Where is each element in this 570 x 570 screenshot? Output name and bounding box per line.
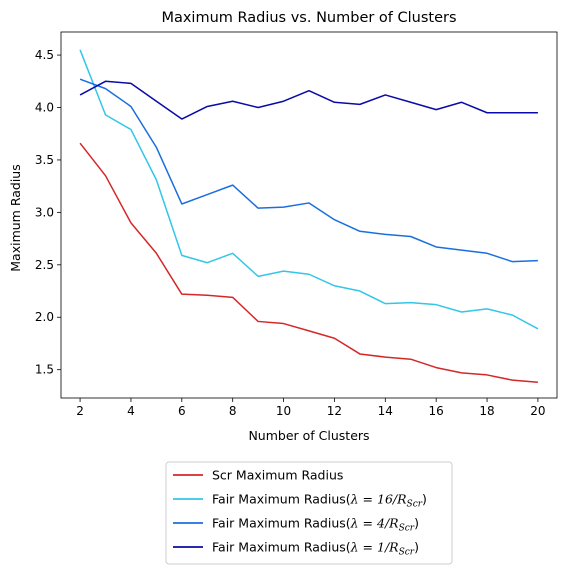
series-line-2 <box>79 49 539 330</box>
y-tick-label: 4.0 <box>35 101 54 115</box>
y-tick-label: 3.0 <box>35 205 54 219</box>
legend-label: Fair Maximum Radius(λ = 16/RScr) <box>212 492 427 510</box>
legend-item: Scr Maximum Radius <box>173 468 343 483</box>
y-tick-label: 2.5 <box>35 258 54 272</box>
x-tick-label: 8 <box>229 404 237 418</box>
series-line-3 <box>79 78 538 263</box>
x-tick-label: 4 <box>127 404 135 418</box>
x-tick-label: 20 <box>530 404 545 418</box>
x-tick-label: 14 <box>378 404 393 418</box>
y-tick-label: 1.5 <box>35 363 54 377</box>
x-tick-label: 2 <box>76 404 84 418</box>
legend-label: Scr Maximum Radius <box>212 468 343 483</box>
legend-label: Fair Maximum Radius(λ = 1/RScr) <box>212 540 419 558</box>
plot-lines <box>79 49 539 384</box>
x-axis-label: Number of Clusters <box>248 428 369 443</box>
legend-box <box>165 461 453 565</box>
y-axis-label: Maximum Radius <box>8 164 23 271</box>
y-tick-label: 3.5 <box>35 153 54 167</box>
chart-title: Maximum Radius vs. Number of Clusters <box>161 10 456 26</box>
y-axis: 1.5 2.0 2.5 3.0 3.5 4.0 4.5 <box>35 48 61 377</box>
legend: Scr Maximum Radius Fair Maximum Radius(λ … <box>165 461 453 565</box>
x-axis: 2 4 6 8 10 12 14 16 18 20 <box>76 398 546 418</box>
series-line-4 <box>79 80 538 120</box>
legend-item: Fair Maximum Radius(λ = 4/RScr) <box>173 516 419 534</box>
x-tick-label: 6 <box>178 404 186 418</box>
legend-label: Fair Maximum Radius(λ = 4/RScr) <box>212 516 419 534</box>
legend-item: Fair Maximum Radius(λ = 1/RScr) <box>173 540 419 558</box>
plot-frame <box>60 31 558 399</box>
x-tick-label: 16 <box>429 404 444 418</box>
y-tick-label: 2.0 <box>35 310 54 324</box>
y-tick-label: 4.5 <box>35 48 54 62</box>
x-tick-label: 12 <box>327 404 342 418</box>
series-line-1 <box>79 142 538 384</box>
x-tick-label: 10 <box>276 404 291 418</box>
legend-item: Fair Maximum Radius(λ = 16/RScr) <box>173 492 427 510</box>
x-tick-label: 18 <box>479 404 494 418</box>
